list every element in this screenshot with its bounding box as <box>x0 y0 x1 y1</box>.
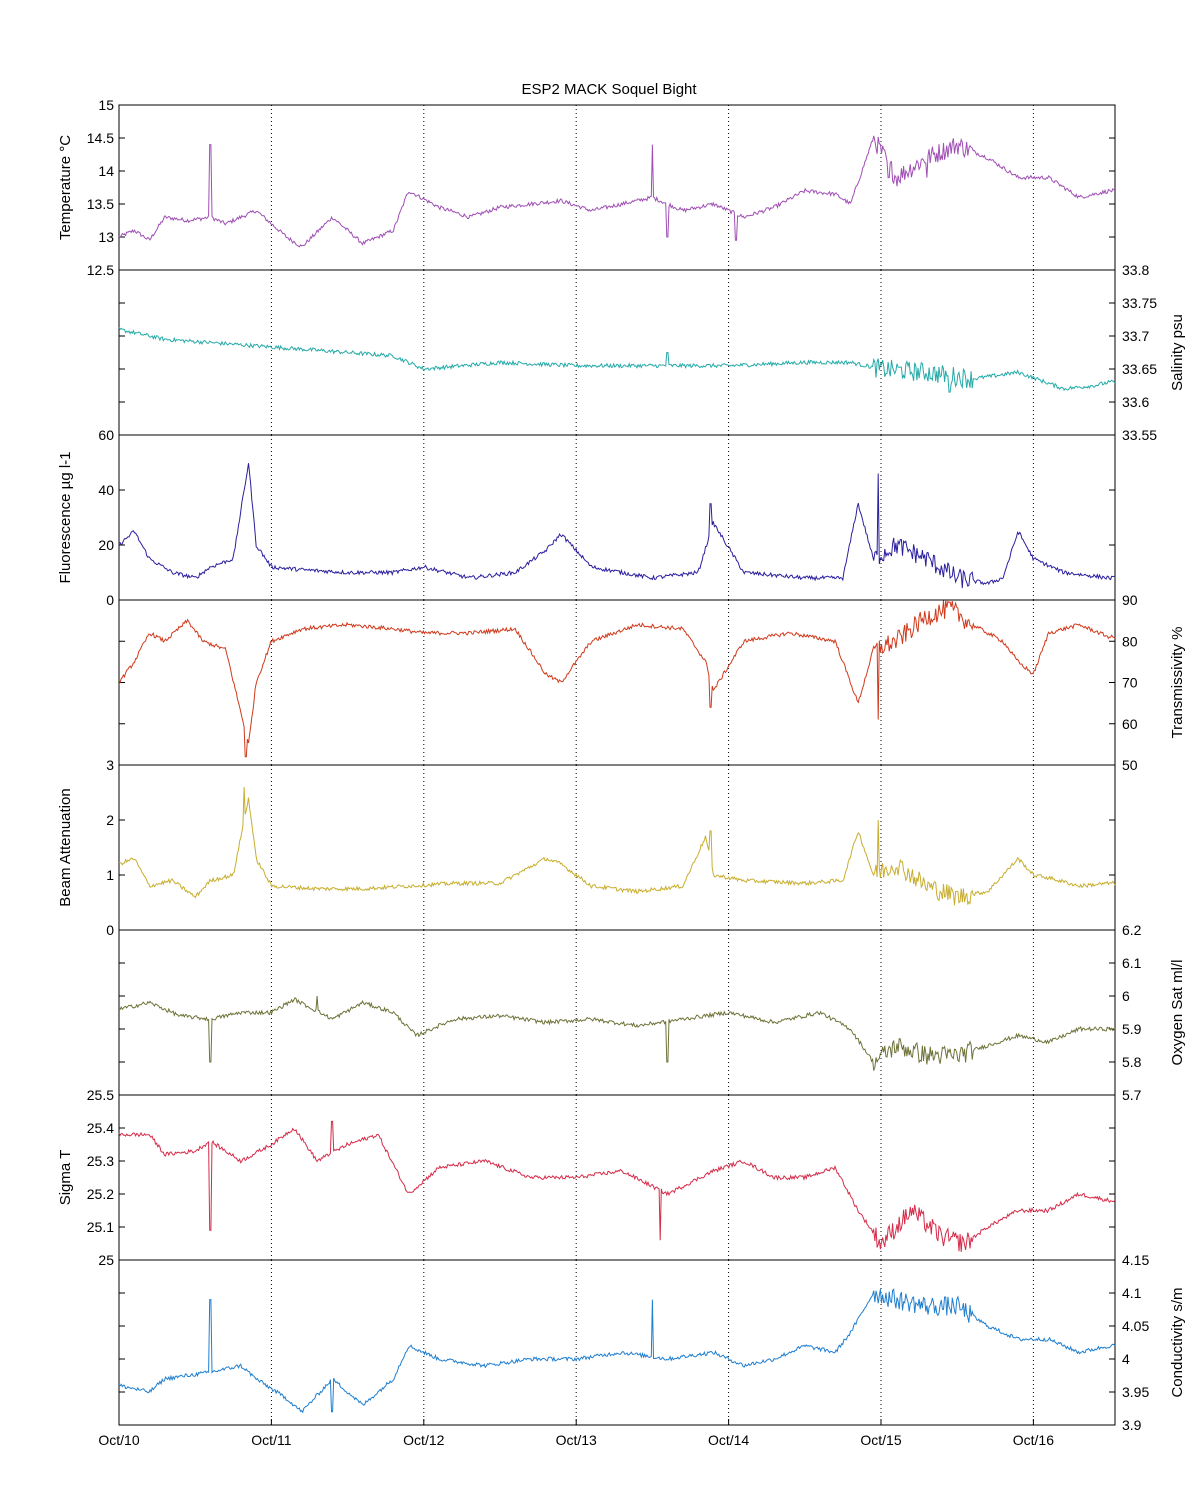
x-tick-label: Oct/14 <box>708 1432 749 1448</box>
y-tick-label: 1 <box>106 867 114 883</box>
series-line <box>118 135 1116 248</box>
y-tick-label: 3.9 <box>1122 1417 1142 1433</box>
y-axis-label: Fluorescence µg l-1 <box>57 451 74 583</box>
y-tick-label: 4.05 <box>1122 1318 1149 1334</box>
y-axis-label: Conductivity s/m <box>1169 1287 1186 1397</box>
y-tick-label: 0 <box>106 592 114 608</box>
y-tick-label: 5.7 <box>1122 1087 1142 1103</box>
y-tick-label: 33.55 <box>1122 427 1157 443</box>
y-axis-label: Temperature °C <box>57 135 74 240</box>
y-tick-label: 60 <box>1122 716 1138 732</box>
y-tick-label: 33.75 <box>1122 295 1157 311</box>
y-axis-label: Salinity psu <box>1169 314 1186 391</box>
panel-frame <box>118 269 1116 436</box>
y-axis-label: Oxygen Sat ml/l <box>1169 960 1186 1066</box>
x-tick-label: Oct/10 <box>98 1432 139 1448</box>
y-tick-label: 25.4 <box>87 1120 114 1136</box>
y-tick-label: 6.2 <box>1122 922 1142 938</box>
series-line <box>118 1120 1116 1252</box>
x-tick-label: Oct/11 <box>251 1432 291 1448</box>
x-tick-label: Oct/13 <box>556 1432 597 1448</box>
y-tick-label: 25.2 <box>87 1186 114 1202</box>
y-tick-label: 25.1 <box>87 1219 114 1235</box>
y-tick-label: 14.5 <box>87 130 114 146</box>
series-line <box>118 1288 1116 1414</box>
y-tick-label: 4 <box>1122 1351 1130 1367</box>
y-tick-label: 50 <box>1122 757 1138 773</box>
y-axis-label: Transmissivity % <box>1169 627 1186 739</box>
y-tick-label: 33.6 <box>1122 394 1149 410</box>
y-tick-label: 4.15 <box>1122 1252 1149 1268</box>
y-tick-label: 33.65 <box>1122 361 1157 377</box>
y-tick-label: 4.1 <box>1122 1285 1142 1301</box>
y-axis-label: Sigma T <box>57 1150 74 1206</box>
y-tick-label: 40 <box>98 482 114 498</box>
y-tick-label: 14 <box>98 163 114 179</box>
y-tick-label: 3 <box>106 757 114 773</box>
y-tick-label: 15 <box>98 97 114 113</box>
y-tick-label: 3.95 <box>1122 1384 1149 1400</box>
y-tick-label: 25.5 <box>87 1087 114 1103</box>
panel-frame <box>118 434 1116 601</box>
y-tick-label: 12.5 <box>87 262 114 278</box>
y-tick-label: 20 <box>98 537 114 553</box>
y-tick-label: 60 <box>98 427 114 443</box>
series-line <box>118 327 1116 393</box>
y-tick-label: 33.8 <box>1122 262 1149 278</box>
y-tick-label: 6 <box>1122 988 1130 1004</box>
y-tick-label: 0 <box>106 922 114 938</box>
x-tick-label: Oct/12 <box>403 1432 444 1448</box>
series-line <box>118 995 1116 1071</box>
series-line <box>118 599 1116 758</box>
y-tick-label: 25 <box>98 1252 114 1268</box>
y-tick-label: 5.8 <box>1122 1054 1142 1070</box>
y-tick-label: 70 <box>1122 675 1138 691</box>
y-tick-label: 5.9 <box>1122 1021 1142 1037</box>
series-line <box>118 463 1116 589</box>
panel-frame <box>118 104 1116 271</box>
y-tick-label: 25.3 <box>87 1153 114 1169</box>
panel-frame <box>118 1094 1116 1261</box>
series-line <box>118 786 1116 906</box>
chart-title: ESP2 MACK Soquel Bight <box>521 81 697 98</box>
y-tick-label: 13 <box>98 229 114 245</box>
y-tick-label: 90 <box>1122 592 1138 608</box>
y-tick-label: 13.5 <box>87 196 114 212</box>
y-axis-label: Beam Attenuation <box>57 788 74 906</box>
panel-frame <box>118 764 1116 931</box>
y-tick-label: 2 <box>106 812 114 828</box>
panel-frame <box>118 1259 1116 1426</box>
y-tick-label: 80 <box>1122 633 1138 649</box>
x-tick-label: Oct/15 <box>860 1432 901 1448</box>
x-tick-label: Oct/16 <box>1013 1432 1054 1448</box>
panel-frame <box>118 599 1116 766</box>
y-tick-label: 33.7 <box>1122 328 1149 344</box>
y-tick-label: 6.1 <box>1122 955 1142 971</box>
